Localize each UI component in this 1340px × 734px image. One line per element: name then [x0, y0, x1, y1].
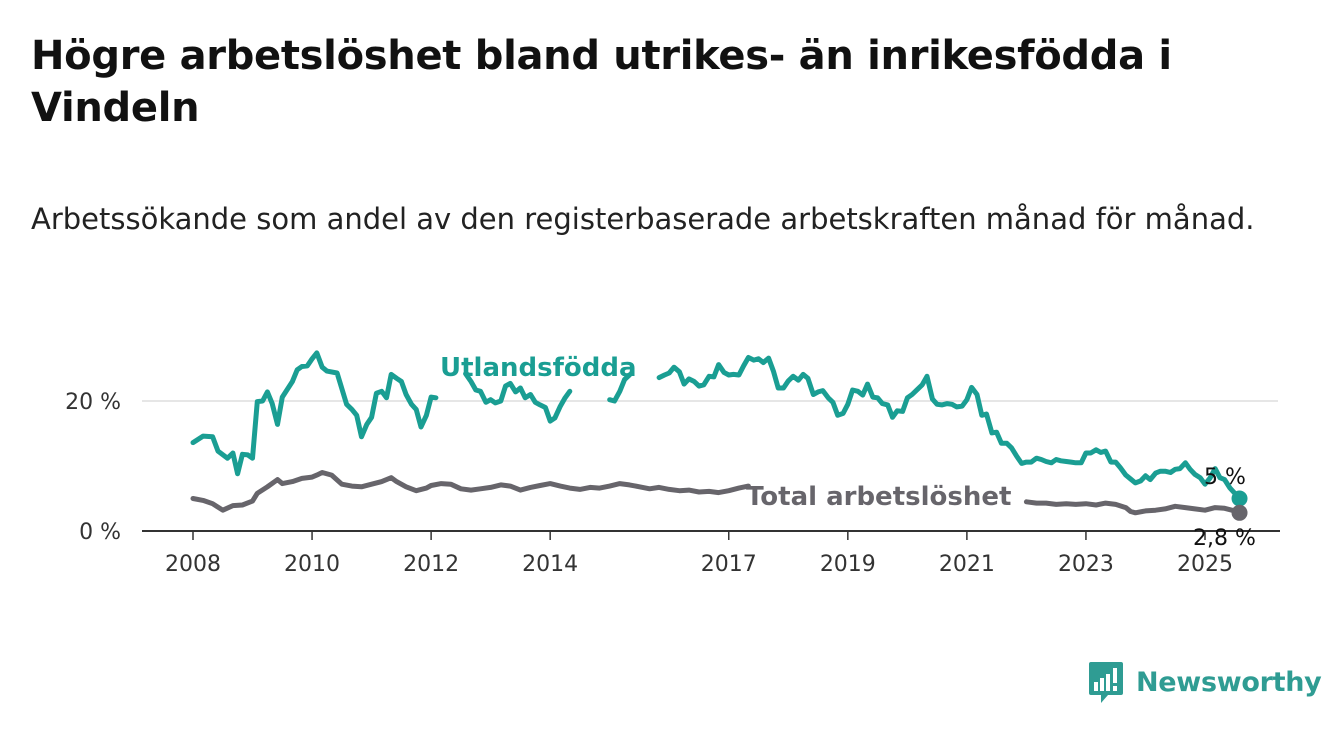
chart-title: Högre arbetslöshet bland utrikes- än inr… — [31, 33, 1172, 131]
series-label-utlandsfodda: Utlandsfödda — [440, 353, 637, 383]
x-tick-label: 2017 — [701, 552, 757, 577]
bar-chart-exclamation-icon — [1089, 662, 1123, 703]
series-line-total — [190, 470, 751, 513]
x-tick-label: 2019 — [820, 552, 876, 577]
series-lines — [190, 350, 1248, 521]
newsworthy-logo: Newsworthy — [1088, 660, 1322, 704]
x-tick-label: 2008 — [165, 552, 221, 577]
end-label-total: 2,8 % — [1193, 526, 1256, 551]
x-tick-label: 2023 — [1058, 552, 1114, 577]
series-label-total: Total arbetslöshet — [746, 482, 1011, 512]
y-tick-label: 0 % — [79, 520, 121, 545]
series-line-total — [1023, 499, 1242, 516]
x-tick-label: 2012 — [403, 552, 459, 577]
chart-subtitle: Arbetssökande som andel av den registerb… — [31, 202, 1255, 236]
x-tick-label: 2014 — [522, 552, 578, 577]
series-line-utlandsfodda — [607, 372, 632, 404]
series-labels: Utlandsfödda Total arbetslöshet 5 % 2,8 % — [440, 353, 1256, 551]
x-tick-label: 2025 — [1177, 552, 1233, 577]
series-line-utlandsfodda — [656, 355, 1242, 501]
x-tick-label: 2021 — [939, 552, 995, 577]
end-label-utlandsfodda: 5 % — [1204, 465, 1246, 490]
series-line-utlandsfodda — [463, 371, 573, 424]
end-point-total — [1231, 504, 1248, 521]
end-point-utlandsfodda — [1231, 490, 1248, 507]
series-line-utlandsfodda — [190, 350, 439, 477]
axes: 0 % 20 % 2008 2010 2012 2014 2017 2019 2021 2023 2… — [65, 390, 1280, 577]
y-tick-label: 20 % — [65, 390, 121, 415]
x-tick-label: 2010 — [284, 552, 340, 577]
brand-name: Newsworthy — [1136, 666, 1322, 698]
